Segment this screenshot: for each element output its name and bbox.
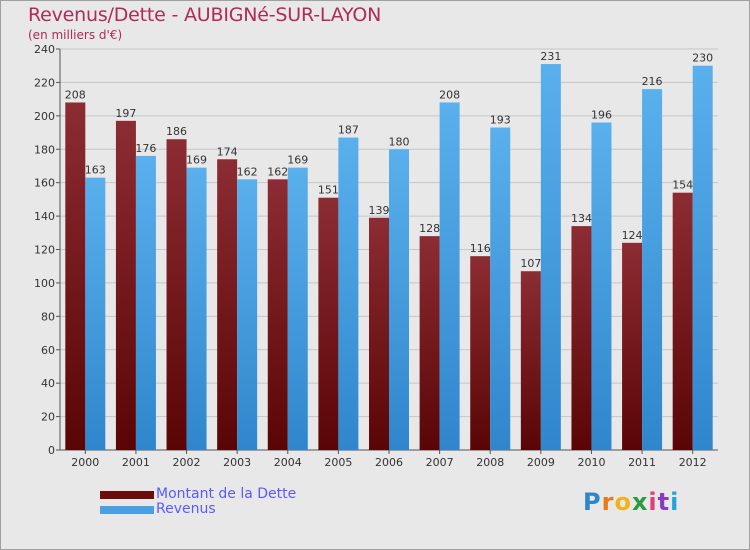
y-tick-label: 220	[34, 76, 55, 89]
logo-letter: o	[614, 488, 632, 516]
chart-subtitle: (en milliers d'€)	[28, 28, 123, 42]
data-label: 187	[338, 124, 359, 137]
x-tick-label: 2007	[426, 456, 454, 469]
data-label: 154	[672, 179, 693, 192]
x-tick-label: 2009	[527, 456, 555, 469]
y-tick-label: 40	[41, 377, 55, 390]
logo-letter: P	[583, 488, 602, 516]
legend-swatch-revenus	[100, 506, 154, 514]
bar-dette	[622, 242, 643, 450]
bar-dette	[217, 159, 238, 450]
bar-revenus	[540, 64, 561, 450]
bar-dette	[267, 179, 288, 450]
legend-label-revenus: Revenus	[156, 501, 216, 517]
logo-letter: r	[601, 488, 615, 516]
data-label: 107	[520, 257, 541, 270]
logo-letter: x	[631, 488, 649, 516]
data-label: 124	[622, 229, 643, 242]
bar-dette	[571, 226, 592, 450]
data-label: 216	[642, 75, 663, 88]
bar-revenus	[642, 89, 663, 450]
chart-title: Revenus/Dette - AUBIGNé-SUR-LAYON	[28, 4, 382, 26]
y-tick-label: 60	[41, 344, 55, 357]
x-tick-label: 2001	[122, 456, 150, 469]
data-label: 116	[470, 242, 491, 255]
data-label: 162	[267, 165, 288, 178]
bar-revenus	[85, 177, 106, 450]
data-label: 176	[135, 142, 156, 155]
data-label: 208	[65, 88, 86, 101]
x-tick-label: 2002	[173, 456, 201, 469]
bar-revenus	[389, 149, 409, 450]
x-tick-label: 2000	[71, 456, 99, 469]
bar-dette	[115, 120, 136, 451]
data-label: 162	[237, 165, 258, 178]
y-tick-label: 240	[34, 43, 55, 56]
bar-dette	[419, 236, 440, 450]
logo-letter: i	[648, 488, 658, 516]
x-tick-label: 2011	[628, 456, 656, 469]
data-label: 180	[389, 135, 410, 148]
y-tick-label: 200	[34, 110, 55, 123]
bar-revenus	[237, 179, 258, 450]
logo-letter: i	[670, 488, 680, 516]
y-tick-label: 140	[34, 210, 55, 223]
bar-revenus	[186, 167, 207, 451]
plot-area: 0 20 40 60 80 100 120 140 160 180 200 220 240 208 163 2…	[34, 43, 718, 469]
legend-swatch-debt	[100, 491, 154, 499]
bar-dette	[65, 102, 86, 450]
bar-revenus	[591, 122, 612, 451]
bar-revenus	[287, 167, 308, 451]
bar-revenus	[439, 102, 460, 450]
data-label: 128	[419, 222, 440, 235]
data-label: 134	[571, 212, 592, 225]
x-tick-label: 2005	[324, 456, 352, 469]
data-label: 169	[287, 154, 308, 167]
data-label: 193	[490, 114, 511, 127]
data-label: 186	[166, 125, 187, 138]
data-label: 169	[186, 154, 207, 167]
y-tick-label: 180	[34, 143, 55, 156]
logo-letter: t	[657, 488, 671, 516]
data-label: 197	[115, 107, 136, 120]
bar-revenus	[692, 65, 713, 450]
bar-revenus	[338, 137, 359, 450]
y-tick-label: 80	[41, 310, 55, 323]
data-label: 196	[591, 109, 612, 122]
bar-revenus	[490, 127, 511, 450]
data-label: 151	[318, 184, 339, 197]
y-tick-label: 0	[48, 444, 55, 457]
x-tick-label: 2012	[679, 456, 707, 469]
x-tick-label: 2010	[577, 456, 605, 469]
y-tick-label: 20	[41, 411, 55, 424]
x-tick-label: 2006	[375, 456, 403, 469]
x-tick-label: 2008	[476, 456, 504, 469]
bar-revenus	[135, 155, 156, 450]
data-label: 208	[439, 88, 460, 101]
data-label: 231	[540, 50, 561, 63]
y-tick-label: 100	[34, 277, 55, 290]
data-label: 139	[369, 204, 390, 217]
bar-dette	[369, 217, 389, 450]
data-label: 163	[85, 164, 106, 177]
proxiti-logo: Proxiti	[583, 488, 679, 516]
bar-dette	[520, 271, 541, 450]
bar-dette	[318, 197, 339, 450]
x-tick-label: 2003	[223, 456, 251, 469]
data-label: 230	[692, 52, 713, 65]
legend-label-debt: Montant de la Dette	[156, 486, 297, 502]
bar-dette	[672, 192, 693, 451]
data-label: 174	[217, 145, 238, 158]
y-tick-label: 120	[34, 244, 55, 257]
y-tick-label: 160	[34, 177, 55, 190]
x-tick-label: 2004	[274, 456, 302, 469]
bar-dette	[166, 139, 187, 450]
bar-dette	[470, 256, 491, 450]
